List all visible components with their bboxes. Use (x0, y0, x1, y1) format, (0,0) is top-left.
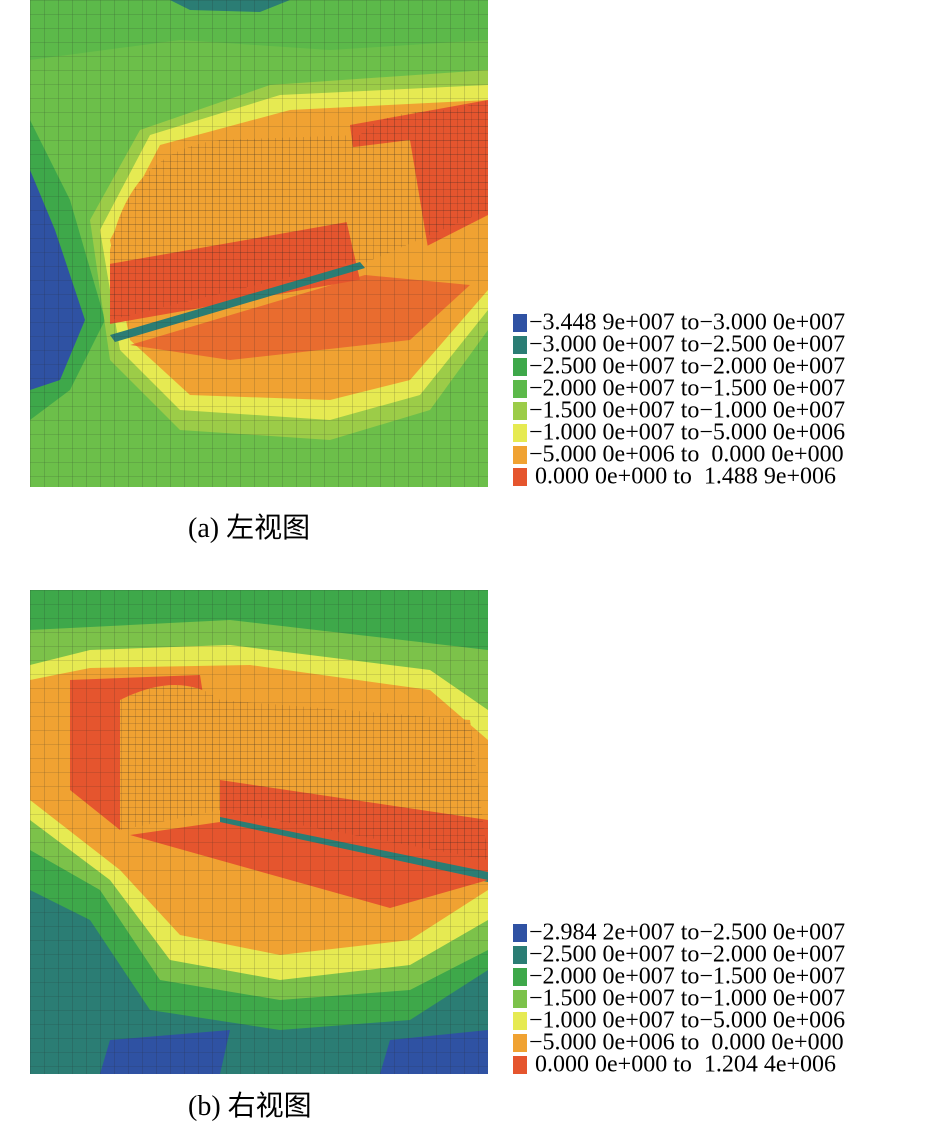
legend-label: −2.500 0e+007 to−2.000 0e+007 (529, 942, 845, 968)
legend-label: −3.000 0e+007 to−2.500 0e+007 (529, 332, 845, 358)
legend-swatch (513, 314, 527, 332)
legend-label: −2.500 0e+007 to−2.000 0e+007 (529, 354, 845, 380)
legend-swatch (513, 968, 527, 986)
caption: (b) 右视图 (188, 1090, 312, 1122)
legend-label: 0.000 0e+000 to 1.488 9e+006 (529, 464, 836, 490)
legend-label: −1.000 0e+007 to−5.000 0e+006 (529, 1008, 845, 1034)
legend-swatch (513, 1012, 527, 1030)
legend-label: −2.000 0e+007 to−1.500 0e+007 (529, 964, 845, 990)
legend-swatch (513, 358, 527, 376)
legend-swatch (513, 1034, 527, 1052)
contour-image-b (30, 590, 488, 1074)
legend-label: −2.984 2e+007 to−2.500 0e+007 (529, 920, 845, 946)
legend-label: −1.500 0e+007 to−1.000 0e+007 (529, 986, 845, 1012)
legend-swatch (513, 468, 527, 486)
legend-swatch (513, 402, 527, 420)
legend-swatch (513, 424, 527, 442)
legend-label: −5.000 0e+006 to 0.000 0e+000 (529, 1030, 844, 1056)
legend-swatch (513, 924, 527, 942)
legend-label: −3.448 9e+007 to−3.000 0e+007 (529, 310, 845, 336)
legend-label: −1.000 0e+007 to−5.000 0e+006 (529, 420, 845, 446)
legend-swatch (513, 336, 527, 354)
legend-label: −1.500 0e+007 to−1.000 0e+007 (529, 398, 845, 424)
legends: −3.448 9e+007 to−3.000 0e+007−3.000 0e+0… (513, 310, 845, 1078)
legend-swatch (513, 1056, 527, 1074)
legend-swatch (513, 380, 527, 398)
legend-swatch (513, 990, 527, 1008)
contour-image-a (30, 0, 488, 487)
caption: (a) 左视图 (188, 512, 310, 544)
legend-label: −5.000 0e+006 to 0.000 0e+000 (529, 442, 844, 468)
legend-swatch (513, 946, 527, 964)
legend-label: −2.000 0e+007 to−1.500 0e+007 (529, 376, 845, 402)
legend-swatch (513, 446, 527, 464)
legend-label: 0.000 0e+000 to 1.204 4e+006 (529, 1052, 836, 1078)
